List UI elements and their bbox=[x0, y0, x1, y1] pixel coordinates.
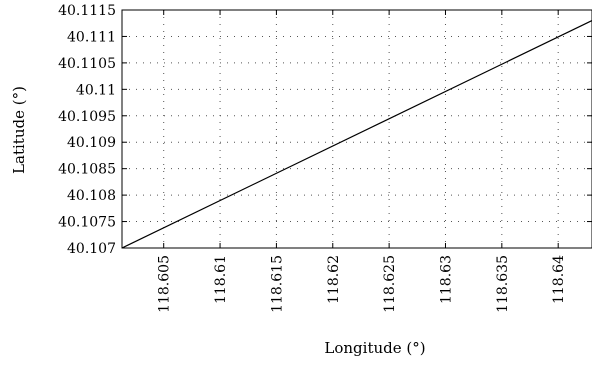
plot-frame bbox=[121, 9, 592, 249]
x-tick-label: 118.63 bbox=[438, 255, 454, 304]
series-line bbox=[121, 20, 592, 249]
y-tick-label: 40.107 bbox=[67, 241, 116, 257]
y-tick-label: 40.1075 bbox=[58, 215, 116, 231]
y-tick-label: 40.108 bbox=[67, 188, 116, 204]
y-tick-label: 40.1095 bbox=[58, 109, 116, 125]
x-tick-label: 118.62 bbox=[326, 255, 342, 304]
grid bbox=[122, 10, 592, 248]
x-tick-label: 118.625 bbox=[382, 255, 398, 313]
y-tick-label: 40.111 bbox=[67, 29, 116, 45]
ticks bbox=[122, 9, 592, 249]
y-tick-label: 40.1105 bbox=[58, 56, 116, 72]
y-tick-labels: 40.107 40.1075 40.108 40.1085 40.109 40.1095 4… bbox=[58, 3, 116, 257]
y-tick-label: 40.11 bbox=[76, 82, 116, 98]
y-tick-label: 40.109 bbox=[67, 135, 116, 151]
x-tick-label: 118.61 bbox=[213, 255, 229, 304]
y-axis-label: Latitude (°) bbox=[10, 86, 28, 174]
x-tick-label: 118.635 bbox=[495, 255, 511, 313]
y-tick-label: 40.1115 bbox=[58, 3, 116, 19]
x-tick-labels: 118.605 118.61 118.615 118.62 118.625 118.63 1… bbox=[157, 255, 567, 313]
x-tick-label: 118.615 bbox=[269, 255, 285, 313]
y-tick-label: 40.1085 bbox=[58, 162, 116, 178]
x-tick-label: 118.605 bbox=[157, 255, 173, 313]
series bbox=[121, 20, 592, 249]
x-tick-label: 118.64 bbox=[551, 255, 567, 304]
x-axis-label: Longitude (°) bbox=[324, 339, 425, 357]
